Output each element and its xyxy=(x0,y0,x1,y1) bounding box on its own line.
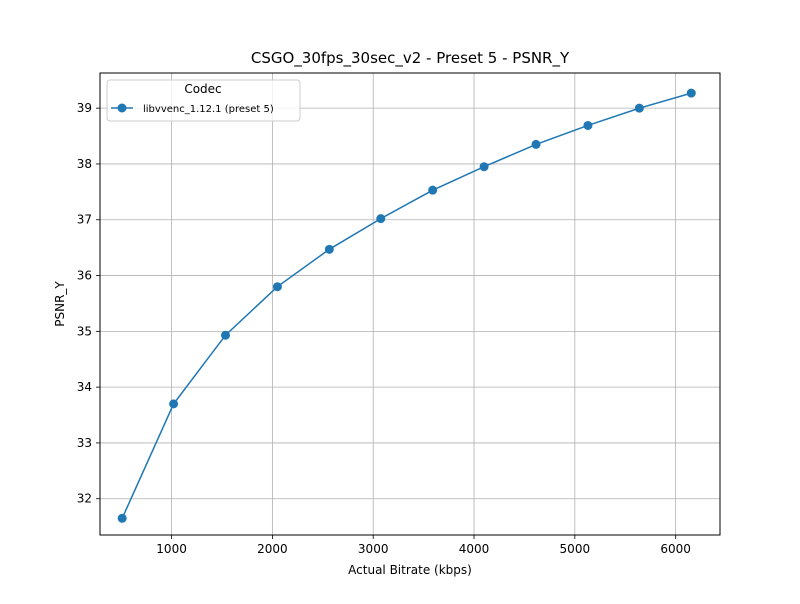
data-point xyxy=(221,330,231,340)
x-tick-label: 6000 xyxy=(660,542,691,556)
legend-box xyxy=(106,79,301,122)
series-layer xyxy=(117,88,696,523)
grid-lines xyxy=(100,73,720,535)
x-axis-ticks: 1000 2000 3000 4000 5000 6000 xyxy=(156,535,691,556)
y-tick-label: 33 xyxy=(77,436,92,450)
data-point xyxy=(686,88,696,98)
y-tick-label: 37 xyxy=(77,213,92,227)
legend-entry-label: libvvenc_1.12.1 (preset 5) xyxy=(143,104,274,115)
y-tick-label: 32 xyxy=(77,492,92,506)
data-point xyxy=(169,399,179,409)
legend: Codec libvvenc_1.12.1 (preset 5) xyxy=(106,79,301,122)
y-axis-ticks: 32 33 34 35 36 37 38 39 xyxy=(77,101,100,506)
y-tick-label: 36 xyxy=(77,269,92,283)
x-axis-label: Actual Bitrate (kbps) xyxy=(348,563,472,577)
y-tick-label: 35 xyxy=(77,324,92,338)
data-point xyxy=(272,282,282,292)
y-tick-label: 38 xyxy=(77,157,92,171)
y-tick-label: 39 xyxy=(77,101,92,115)
y-axis-label: PSNR_Y xyxy=(53,281,67,327)
plot-frame xyxy=(99,72,721,536)
data-point xyxy=(634,103,644,113)
series-line xyxy=(121,92,692,519)
data-point xyxy=(324,244,334,254)
x-tick-label: 2000 xyxy=(257,542,288,556)
data-point xyxy=(117,513,127,523)
y-tick-label: 34 xyxy=(77,380,92,394)
data-point xyxy=(376,214,386,224)
data-point xyxy=(531,139,541,149)
data-point xyxy=(583,120,593,130)
data-point xyxy=(428,185,438,195)
data-point xyxy=(479,162,489,172)
x-tick-label: 3000 xyxy=(358,542,389,556)
legend-title: Codec xyxy=(184,82,221,96)
x-tick-label: 5000 xyxy=(560,542,591,556)
legend-marker-swatch xyxy=(117,103,127,113)
chart-title: CSGO_30fps_30sec_v2 - Preset 5 - PSNR_Y xyxy=(251,49,570,68)
x-tick-label: 4000 xyxy=(459,542,490,556)
x-tick-label: 1000 xyxy=(156,542,187,556)
